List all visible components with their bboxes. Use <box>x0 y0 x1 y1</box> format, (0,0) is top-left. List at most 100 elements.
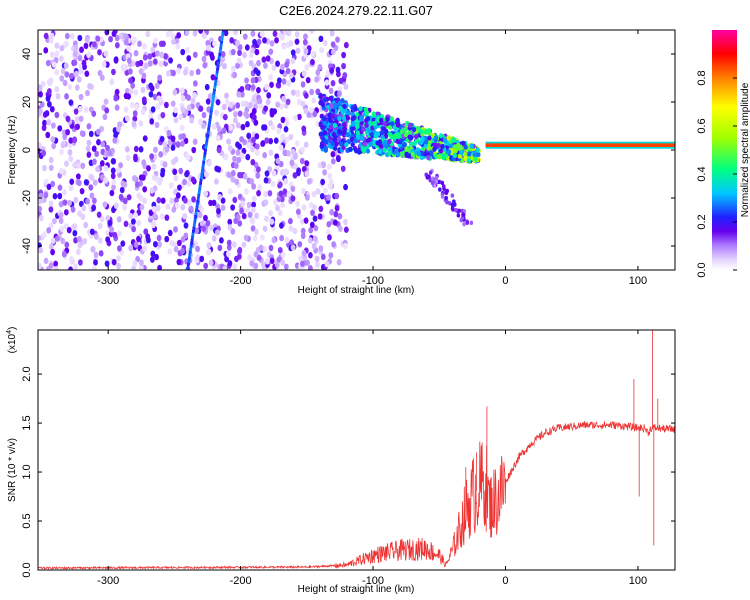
spectrogram-cell <box>343 83 349 90</box>
spectrogram-cell <box>299 218 305 225</box>
spectrogram-cell <box>175 192 181 199</box>
spectrogram-cell <box>239 136 244 143</box>
spectrogram-cell <box>65 128 71 136</box>
spectrogram-cell <box>155 204 161 212</box>
spectrogram-cell <box>160 197 166 204</box>
spectrogram-cell <box>235 62 240 69</box>
spectrogram-cell <box>95 128 101 136</box>
spectrogram-cell <box>158 151 164 158</box>
spectrogram-cell <box>128 212 134 220</box>
spectrogram-cell <box>65 115 71 123</box>
spectrogram-cell <box>287 217 293 225</box>
spectrogram-cell <box>73 196 79 204</box>
spectrogram-cell <box>387 138 392 145</box>
spectrogram-cell <box>329 30 335 37</box>
spectrogram-cell <box>277 181 283 188</box>
spectrogram-cell <box>192 30 198 37</box>
spectrogram-cell <box>308 106 314 114</box>
spectrogram-cell <box>328 118 334 124</box>
spectrogram-cell <box>340 165 346 172</box>
spectrogram-cell <box>162 161 168 168</box>
spectrogram-cell <box>62 133 68 141</box>
spectrogram-cell <box>77 34 83 42</box>
spectrogram-cell <box>278 144 284 151</box>
spectrogram-cell <box>315 188 321 195</box>
spectrogram-cell <box>342 103 347 110</box>
spectrogram-cell <box>227 145 233 152</box>
spectrogram-cell <box>68 266 73 270</box>
spectrogram-cell <box>180 204 186 211</box>
spectrogram-cell <box>295 89 301 97</box>
spectrogram-cell <box>332 122 338 128</box>
spectrogram-cell <box>290 57 296 65</box>
spectrogram-cell <box>395 138 400 144</box>
spectrogram-cell <box>330 41 336 48</box>
spectrogram-cell <box>105 236 111 243</box>
spectrogram-cell <box>60 237 66 245</box>
spectrogram-cell <box>160 111 166 119</box>
spectrogram-cell <box>172 168 178 176</box>
spectrogram-cell <box>124 115 130 122</box>
spectrogram-cell <box>133 241 139 248</box>
spectrogram-cell <box>320 102 326 108</box>
spectrogram-cell <box>278 190 284 197</box>
spectrogram-cell <box>113 202 119 209</box>
spectrogram-cell <box>275 157 281 165</box>
spectrogram-cell <box>231 241 237 248</box>
spectrogram-cell <box>300 232 306 240</box>
spectrogram-cell <box>102 201 108 208</box>
spectrogram-cell <box>85 89 90 97</box>
spectrogram-cell <box>154 121 160 129</box>
spectrogram-cell <box>220 204 226 211</box>
spectrogram-cell <box>227 224 233 231</box>
spectrogram-cell <box>264 258 270 265</box>
spectrogram-cell <box>195 254 201 261</box>
spectrogram-cell <box>226 239 232 247</box>
spectrogram-cell <box>269 57 274 65</box>
spectrogram-cell <box>178 167 184 175</box>
spectrogram-cell <box>114 34 120 42</box>
spectrogram-cell <box>286 30 292 35</box>
spectrogram-cell <box>242 51 247 59</box>
spectrogram-cell <box>298 255 304 262</box>
snr-y-label: SNR (10 * v/v) <box>7 438 18 502</box>
spectrogram-cell <box>367 128 372 134</box>
spectrogram-cell <box>276 256 282 263</box>
spectrogram-cell <box>192 51 198 58</box>
spectrogram-cell <box>38 247 43 254</box>
spectrogram-cell <box>216 207 221 215</box>
spectrogram-cell <box>134 103 140 111</box>
spectrogram-cell <box>214 178 219 185</box>
spectrogram-cell <box>126 194 132 201</box>
snr-x-tick-label: 100 <box>629 575 647 587</box>
spectrogram-cell <box>215 99 221 106</box>
spectrogram-cell <box>140 108 146 116</box>
spectrogram-cell <box>216 146 222 154</box>
spectrogram-cell <box>351 121 356 127</box>
spectrogram-cell <box>183 137 189 145</box>
spectrogram-cell <box>164 146 170 153</box>
spectrogram-cell <box>210 54 215 61</box>
snr-multiplier-base: (x10 <box>7 333 18 353</box>
spectrogram-cell <box>355 130 361 136</box>
spectrogram-cell <box>244 188 249 195</box>
spectrogram-cell <box>38 242 42 249</box>
spectrogram-cell <box>89 192 95 199</box>
spectrogram-cell <box>450 193 455 198</box>
spectrogram-cell <box>66 226 72 234</box>
spectrogram-cell <box>178 113 184 121</box>
spectrogram-cell <box>243 234 249 242</box>
spectrogram-cell <box>252 38 257 46</box>
spectrogram-cell <box>83 221 89 229</box>
spectrogram-cell <box>116 216 122 223</box>
spectrogram-cell <box>280 133 286 141</box>
spectrogram-cell <box>268 48 274 55</box>
spectrogram-cell <box>232 117 238 124</box>
spectrogram-cell <box>156 196 162 204</box>
spectrogram-cell <box>307 237 313 244</box>
spectrogram-cell <box>329 67 335 74</box>
spectrogram-cell <box>256 59 261 67</box>
spectrogram-cell <box>303 141 309 148</box>
spectrogram-cell <box>85 198 91 205</box>
spectrogram-cell <box>278 103 284 110</box>
